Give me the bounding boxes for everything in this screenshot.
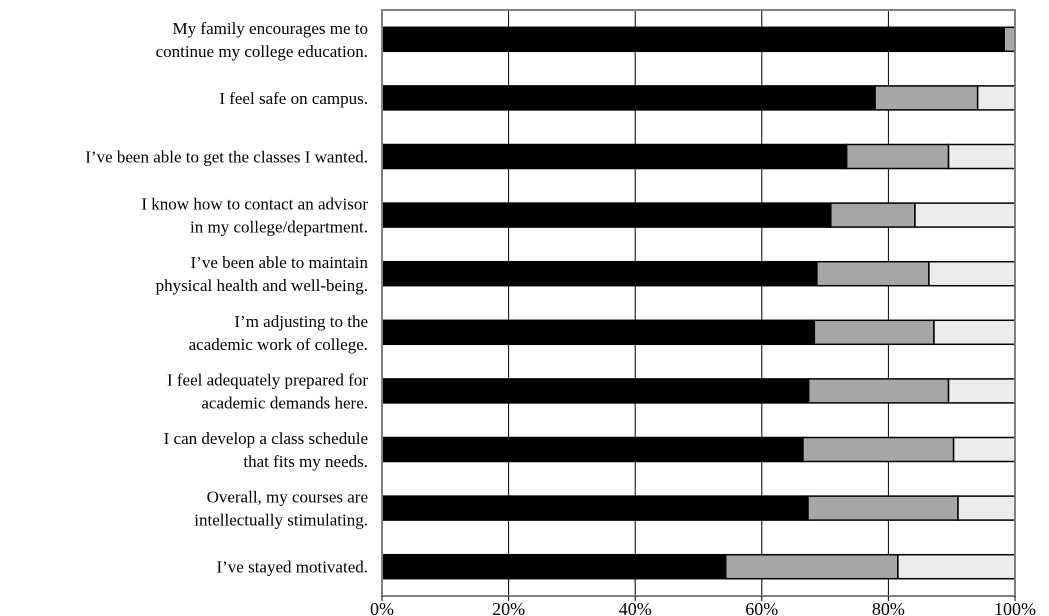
bar-segment-disagree bbox=[947, 143, 1016, 170]
bar-segment-disagree bbox=[928, 260, 1016, 287]
bar-segment-neutral bbox=[1003, 26, 1016, 53]
category-label: I’m adjusting to the academic work of col… bbox=[189, 312, 368, 354]
category-label-line: I’m adjusting to the bbox=[234, 312, 368, 331]
bar-segment-neutral bbox=[845, 143, 950, 170]
category-label: I feel safe on campus. bbox=[219, 89, 368, 108]
bars bbox=[381, 26, 1016, 580]
category-label-line: intellectually stimulating. bbox=[194, 511, 368, 530]
bar-segment-neutral bbox=[807, 495, 959, 521]
bar-segment-neutral bbox=[813, 319, 935, 346]
category-label: I know how to contact an advisor in my co… bbox=[141, 195, 368, 237]
bar-segment-disagree bbox=[957, 495, 1016, 521]
category-label-line: in my college/department. bbox=[190, 218, 368, 237]
category-label: I feel adequately prepared for academic d… bbox=[167, 370, 368, 412]
bar-segment-agree bbox=[381, 260, 818, 287]
bar-segment-agree bbox=[381, 143, 848, 170]
category-label-line: academic work of college. bbox=[189, 335, 368, 354]
category-label-line: I feel safe on campus. bbox=[219, 89, 368, 108]
bar-segment-disagree bbox=[976, 85, 1016, 111]
bar-segment-neutral bbox=[830, 202, 916, 228]
category-label: I can develop a class schedule that fits … bbox=[164, 429, 368, 471]
plot-area-border bbox=[381, 9, 1016, 597]
category-label: Overall, my courses are intellectually st… bbox=[194, 488, 368, 530]
x-tick-label: 0% bbox=[370, 599, 394, 616]
bar-segment-disagree bbox=[914, 202, 1016, 228]
x-tick-label: 100% bbox=[994, 599, 1036, 616]
bar-segment-neutral bbox=[802, 436, 955, 463]
bar-segment-agree bbox=[381, 26, 1005, 53]
bar-segment-disagree bbox=[897, 553, 1016, 580]
x-tick-label: 80% bbox=[872, 599, 905, 616]
category-label-line: physical health and well-being. bbox=[156, 276, 368, 295]
bar-segment-neutral bbox=[874, 85, 979, 111]
category-label: I’ve been able to maintain physical healt… bbox=[156, 253, 369, 295]
category-label-line: Overall, my courses are bbox=[207, 488, 368, 507]
category-label: I’ve been able to get the classes I want… bbox=[85, 148, 368, 167]
bar-segment-agree bbox=[381, 85, 876, 111]
category-label-line: that fits my needs. bbox=[243, 452, 368, 471]
x-tick-label: 20% bbox=[492, 599, 525, 616]
category-label-line: I feel adequately prepared for bbox=[167, 370, 368, 389]
x-tick-label: 40% bbox=[619, 599, 652, 616]
category-label-line: I’ve stayed motivated. bbox=[216, 558, 368, 577]
bar-segment-agree bbox=[381, 319, 816, 346]
category-label: I’ve stayed motivated. bbox=[216, 558, 368, 577]
category-label-line: I can develop a class schedule bbox=[164, 429, 368, 448]
category-label: My family encourages me to continue my co… bbox=[156, 19, 368, 61]
category-label-line: continue my college education. bbox=[156, 42, 368, 61]
category-label-line: I know how to contact an advisor bbox=[141, 195, 368, 214]
bar-segment-neutral bbox=[816, 260, 930, 287]
bar-segment-agree bbox=[381, 553, 727, 580]
bar-segment-agree bbox=[381, 436, 804, 463]
bar-segment-agree bbox=[381, 495, 809, 521]
category-label-line: My family encourages me to bbox=[173, 19, 368, 38]
bar-segment-agree bbox=[381, 378, 810, 404]
bar-segment-disagree bbox=[933, 319, 1016, 346]
plot-frame bbox=[381, 9, 1016, 601]
category-label-line: academic demands here. bbox=[201, 393, 368, 412]
x-tick-labels: 0% 20% 40% 60% 80% 100% bbox=[370, 599, 1036, 616]
category-labels: My family encourages me to continue my co… bbox=[85, 19, 368, 577]
bar-segment-neutral bbox=[724, 553, 899, 580]
bar-segment-disagree bbox=[947, 378, 1016, 404]
category-label-line: I’ve been able to maintain bbox=[191, 253, 369, 272]
bar-segment-neutral bbox=[807, 378, 950, 404]
bar-segment-agree bbox=[381, 202, 832, 228]
bar-segment-disagree bbox=[952, 436, 1016, 463]
category-label-line: I’ve been able to get the classes I want… bbox=[85, 148, 368, 167]
x-tick-label: 60% bbox=[745, 599, 778, 616]
